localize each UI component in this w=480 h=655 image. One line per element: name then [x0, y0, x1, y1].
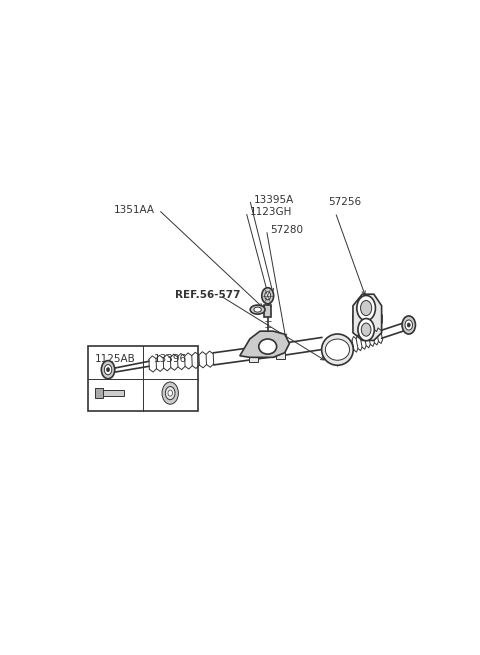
Text: 1125AB: 1125AB: [95, 354, 136, 364]
Circle shape: [358, 318, 374, 341]
Polygon shape: [240, 331, 289, 358]
Circle shape: [357, 295, 375, 321]
Text: 13395A: 13395A: [253, 195, 294, 204]
Bar: [276, 349, 285, 360]
Text: 57280: 57280: [270, 225, 303, 235]
Ellipse shape: [250, 305, 265, 314]
Circle shape: [162, 382, 179, 404]
Circle shape: [166, 386, 175, 400]
Circle shape: [262, 288, 274, 304]
Text: REF.56-577: REF.56-577: [175, 290, 241, 301]
Ellipse shape: [254, 307, 261, 312]
Circle shape: [361, 323, 371, 336]
Ellipse shape: [259, 339, 276, 354]
Circle shape: [107, 367, 109, 371]
Bar: [95, 388, 103, 398]
Text: 13396: 13396: [154, 354, 187, 364]
Text: 57256: 57256: [328, 197, 361, 207]
Bar: [264, 305, 271, 317]
Bar: [249, 352, 258, 362]
Text: 1351AA: 1351AA: [114, 205, 155, 215]
Text: 1123GH: 1123GH: [250, 207, 292, 217]
Polygon shape: [353, 294, 382, 341]
Circle shape: [360, 301, 372, 316]
Ellipse shape: [325, 339, 349, 360]
Circle shape: [104, 365, 112, 375]
Circle shape: [265, 291, 271, 300]
Bar: [102, 390, 124, 396]
Circle shape: [101, 361, 115, 379]
Circle shape: [405, 320, 412, 330]
Circle shape: [168, 390, 172, 396]
Circle shape: [407, 323, 410, 327]
Ellipse shape: [322, 334, 353, 365]
Circle shape: [402, 316, 416, 334]
Bar: [88, 346, 198, 411]
